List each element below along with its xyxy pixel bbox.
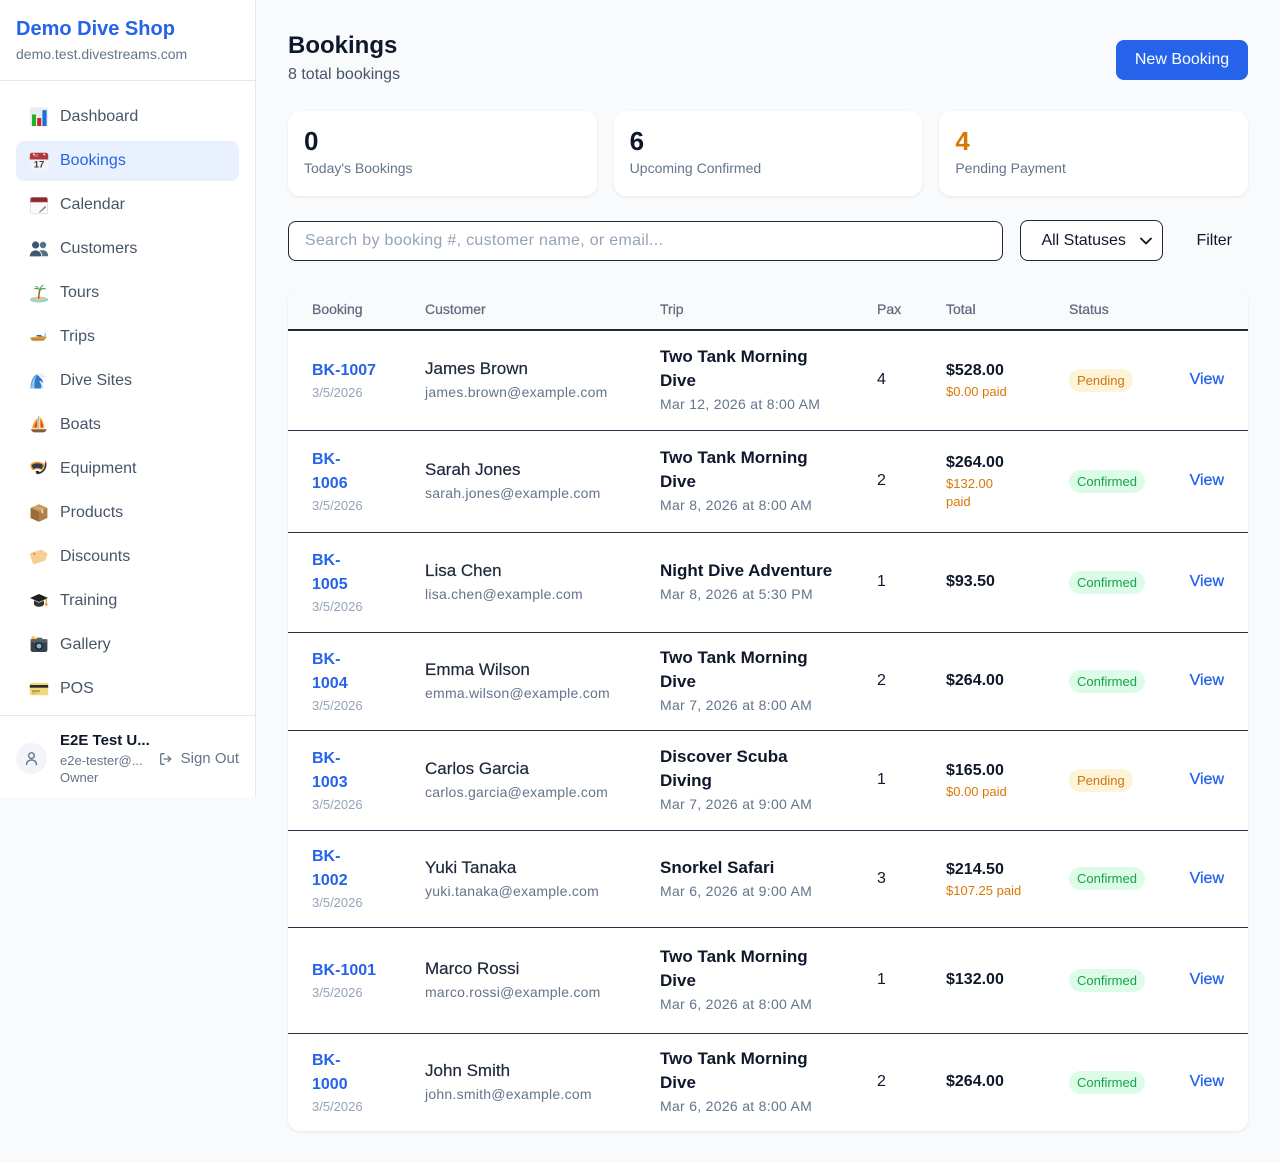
- svg-text:M: M: [34, 153, 38, 158]
- svg-text:17: 17: [34, 160, 45, 171]
